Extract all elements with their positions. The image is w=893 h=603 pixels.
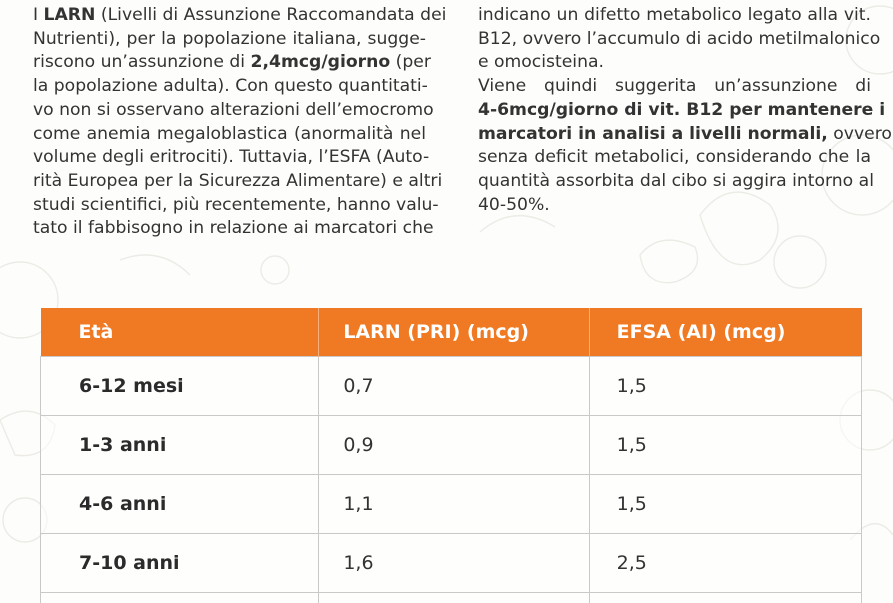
text-line: e omocisteina. [478, 51, 871, 75]
text-line: marcatori in analisi a livelli normali, … [478, 123, 871, 147]
text-line: come anemia megaloblastica (anormalità n… [33, 123, 426, 147]
bold-text: marcatori in analisi a livelli normali, [478, 124, 828, 144]
text-segment: rità Europea per la Sicurezza Alimentare… [33, 171, 442, 191]
left-text-column: I LARN (Livelli di Assunzione Raccomanda… [33, 4, 426, 241]
text-segment: B12, ovvero l’accumulo di acido metilmal… [478, 29, 880, 49]
text-segment: volume degli eritrociti). Tuttavia, l’ES… [33, 147, 429, 167]
text-segment: (per [390, 52, 431, 72]
efsa-value: 1,5 [589, 357, 861, 416]
larn-value: 1,1 [319, 475, 589, 534]
efsa-value: 2,5 [589, 534, 861, 593]
table-row: 7-10 anni 1,6 2,5 [41, 534, 862, 593]
text-line: Viene quindi suggerita un’assunzione di [478, 75, 871, 99]
text-segment: come anemia megaloblastica (anormalità n… [33, 124, 426, 144]
larn-value: 0,9 [319, 416, 589, 475]
right-text-column: indicano un difetto metabolico legato al… [478, 4, 871, 217]
efsa-value: 1,5 [589, 475, 861, 534]
bold-text: 4-6mcg/giorno di vit. B12 per mantenere … [478, 100, 885, 120]
empty-cell [319, 593, 589, 603]
text-segment: Nutrienti), per la popolazione italiana,… [33, 29, 426, 49]
b12-intake-table: Età LARN (PRI) (mcg) EFSA (AI) (mcg) 6-1… [40, 308, 862, 603]
table-row-cut-off [41, 593, 862, 603]
text-line: I LARN (Livelli di Assunzione Raccomanda… [33, 4, 426, 28]
text-segment: ovvero [828, 124, 892, 144]
text-line: quantità assorbita dal cibo si aggira in… [478, 170, 871, 194]
age-cell: 7-10 anni [41, 534, 319, 593]
header-age: Età [41, 308, 319, 357]
empty-cell [41, 593, 319, 603]
text-segment: studi scientifici, più recentemente, han… [33, 195, 439, 215]
text-segment: senza deficit metabolici, considerando c… [478, 147, 871, 167]
table-row: 6-12 mesi 0,7 1,5 [41, 357, 862, 416]
bold-text: LARN [44, 5, 96, 25]
text-line: Nutrienti), per la popolazione italiana,… [33, 28, 426, 52]
text-line: 40-50%. [478, 194, 871, 218]
table-row: 1-3 anni 0,9 1,5 [41, 416, 862, 475]
header-efsa: EFSA (AI) (mcg) [589, 308, 861, 357]
age-cell: 1-3 anni [41, 416, 319, 475]
header-larn: LARN (PRI) (mcg) [319, 308, 589, 357]
text-line: 4-6mcg/giorno di vit. B12 per mantenere … [478, 99, 871, 123]
text-segment: e omocisteina. [478, 52, 604, 72]
text-segment: 40-50%. [478, 195, 550, 215]
text-segment: la popolazione adulta). Con questo quant… [33, 76, 428, 96]
text-segment: Viene quindi suggerita un’assunzione di [478, 76, 871, 96]
text-line: B12, ovvero l’accumulo di acido metilmal… [478, 28, 871, 52]
text-line: senza deficit metabolici, considerando c… [478, 146, 871, 170]
larn-value: 0,7 [319, 357, 589, 416]
larn-value: 1,6 [319, 534, 589, 593]
empty-cell [589, 593, 861, 603]
text-segment: quantità assorbita dal cibo si aggira in… [478, 171, 874, 191]
table-header-row: Età LARN (PRI) (mcg) EFSA (AI) (mcg) [41, 308, 862, 357]
age-cell: 4-6 anni [41, 475, 319, 534]
text-segment: (Livelli di Assunzione Raccomandata dei [95, 5, 446, 25]
age-cell: 6-12 mesi [41, 357, 319, 416]
text-line: indicano un difetto metabolico legato al… [478, 4, 871, 28]
text-line: volume degli eritrociti). Tuttavia, l’ES… [33, 146, 426, 170]
text-line: studi scientifici, più recentemente, han… [33, 194, 426, 218]
text-segment: vo non si osservano alterazioni dell’emo… [33, 100, 434, 120]
text-line: vo non si osservano alterazioni dell’emo… [33, 99, 426, 123]
text-segment: tato il fabbisogno in relazione ai marca… [33, 218, 434, 238]
text-line: riscono un’assunzione di 2,4mcg/giorno (… [33, 51, 426, 75]
text-line: la popolazione adulta). Con questo quant… [33, 75, 426, 99]
bold-text: 2,4mcg/giorno [251, 52, 391, 72]
text-segment: riscono un’assunzione di [33, 52, 251, 72]
table-row: 4-6 anni 1,1 1,5 [41, 475, 862, 534]
text-line: rità Europea per la Sicurezza Alimentare… [33, 170, 426, 194]
efsa-value: 1,5 [589, 416, 861, 475]
text-segment: indicano un difetto metabolico legato al… [478, 5, 871, 25]
text-segment: I [33, 5, 44, 25]
text-line: tato il fabbisogno in relazione ai marca… [33, 217, 426, 241]
